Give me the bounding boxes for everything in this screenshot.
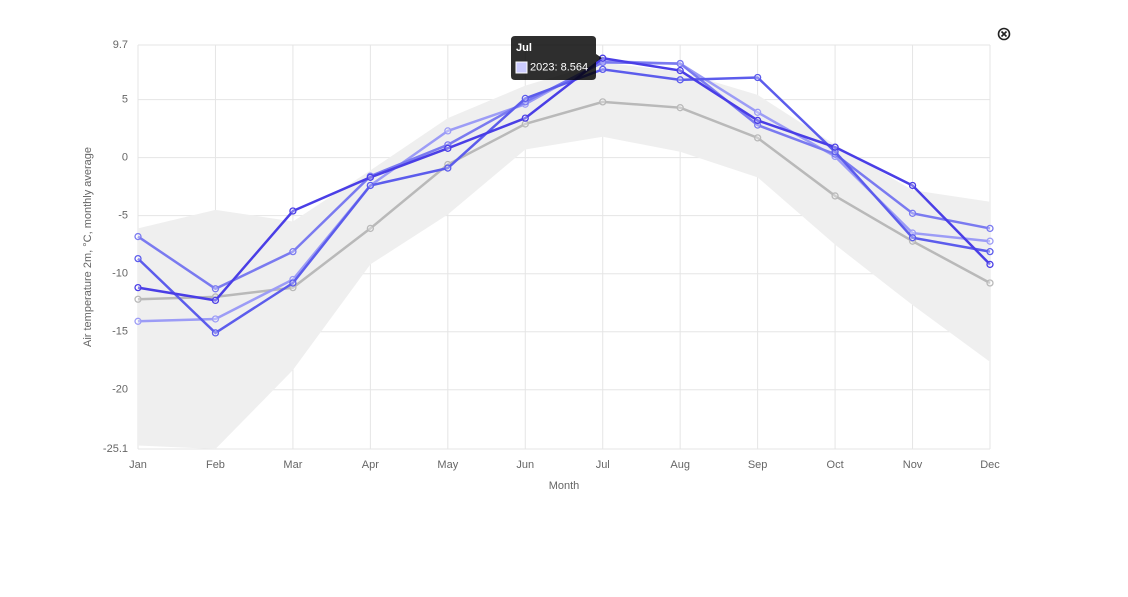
data-point (134, 283, 142, 292)
data-point (986, 260, 994, 269)
data-point (986, 279, 994, 287)
data-point (289, 207, 297, 215)
x-tick-label: Nov (903, 459, 923, 471)
data-point (134, 254, 142, 263)
tooltip: Jul 2023: 8.564 (511, 36, 602, 80)
data-point (908, 209, 917, 217)
x-axis-title: Month (549, 480, 580, 492)
data-point (211, 296, 220, 305)
data-point (831, 192, 839, 200)
data-point (986, 224, 994, 233)
y-tick-label: 5 (122, 93, 128, 105)
data-point (134, 232, 142, 241)
series-line (137, 100, 991, 301)
data-point (676, 104, 684, 112)
data-point (211, 329, 220, 337)
data-point (908, 234, 917, 242)
data-point (134, 295, 142, 303)
data-point (676, 66, 684, 75)
tooltip-swatch (515, 61, 528, 74)
tooltip-label: 2023: 8.564 (530, 61, 588, 73)
x-tick-label: Oct (827, 459, 844, 471)
tooltip-box (511, 36, 602, 80)
x-tick-label: Jul (596, 459, 610, 471)
data-point (753, 116, 762, 125)
x-tick-label: Sep (748, 459, 768, 471)
y-tick-label: -25.1 (103, 443, 128, 455)
x-tick-label: Feb (206, 459, 225, 471)
data-point (676, 76, 684, 84)
x-tick-label: Apr (362, 459, 379, 471)
data-point (211, 285, 220, 293)
x-tick-label: Aug (670, 459, 690, 471)
data-point (444, 144, 452, 152)
data-point (521, 94, 529, 103)
data-point (753, 73, 762, 82)
x-tick-label: Jan (129, 459, 147, 471)
data-point (366, 224, 375, 233)
data-point (753, 108, 762, 116)
tooltip-title: Jul (516, 42, 532, 54)
data-point (753, 134, 762, 142)
y-tick-label: -5 (118, 210, 128, 222)
data-point (521, 114, 529, 122)
data-point (986, 247, 994, 256)
data-point (521, 120, 529, 128)
x-tick-label: May (437, 459, 458, 471)
y-axis-title: Air temperature 2m, °C, monthly average (82, 147, 94, 347)
series-line (137, 68, 991, 335)
data-point (366, 173, 375, 181)
y-tick-label: 9.7 (113, 39, 128, 51)
x-tick-label: Dec (980, 459, 1000, 471)
data-point (444, 127, 452, 135)
close-button[interactable] (997, 27, 1011, 41)
y-tick-label: -10 (112, 268, 128, 280)
data-point (599, 65, 607, 74)
y-tick-label: -20 (112, 384, 128, 396)
data-point (599, 98, 607, 106)
data-point (986, 237, 994, 245)
series-line (137, 61, 991, 291)
series-line (137, 56, 991, 302)
data-point (831, 143, 839, 151)
close-icon-x[interactable] (1000, 30, 1008, 38)
data-point (134, 317, 142, 325)
x-tick-label: Mar (283, 459, 302, 471)
data-point (908, 181, 917, 190)
y-tick-label: 0 (122, 152, 128, 164)
range-band (138, 62, 990, 450)
data-point (289, 279, 297, 287)
data-point (366, 181, 375, 190)
data-point (444, 164, 452, 172)
x-tick-label: Jun (516, 459, 534, 471)
y-tick-label: -15 (112, 326, 128, 338)
data-point (289, 247, 297, 256)
data-point (211, 315, 220, 323)
data-point (676, 59, 684, 68)
close-icon[interactable] (997, 27, 1011, 41)
